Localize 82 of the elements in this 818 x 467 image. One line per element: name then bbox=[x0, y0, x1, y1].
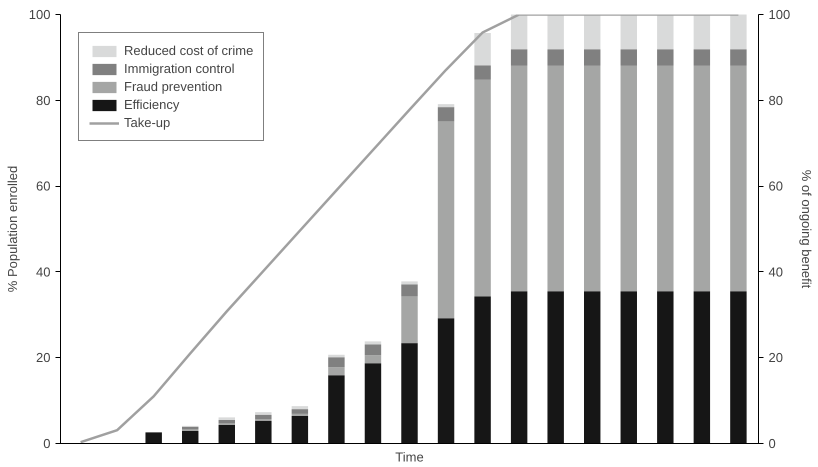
y-axis-title: % Population enrolled bbox=[4, 166, 20, 292]
bar bbox=[510, 49, 528, 66]
bar bbox=[510, 14, 528, 50]
bar bbox=[328, 354, 345, 358]
y2-tick-label: 20 bbox=[768, 350, 783, 366]
bar bbox=[620, 291, 637, 444]
bar bbox=[438, 107, 454, 122]
bar bbox=[584, 49, 600, 66]
bar bbox=[292, 409, 308, 414]
bar bbox=[620, 66, 637, 292]
y-tick-label: 80 bbox=[36, 92, 51, 108]
y2-tick-label: 40 bbox=[768, 264, 783, 280]
bar bbox=[510, 66, 528, 292]
bar bbox=[510, 291, 528, 444]
y2-tick-label: 60 bbox=[768, 178, 783, 194]
bar bbox=[218, 420, 235, 424]
y-tick-label: 60 bbox=[36, 178, 51, 194]
bar bbox=[401, 281, 418, 284]
bar bbox=[255, 420, 272, 444]
legend-label: Reduced cost of crime bbox=[124, 43, 254, 58]
bar bbox=[364, 344, 382, 356]
y2-tick-label: 0 bbox=[768, 436, 776, 451]
legend-label: Fraud prevention bbox=[124, 79, 222, 94]
y-tick-label: 40 bbox=[36, 264, 51, 280]
bar bbox=[255, 414, 272, 420]
bar bbox=[730, 66, 747, 292]
bar bbox=[584, 14, 600, 50]
bar bbox=[694, 14, 710, 50]
bar bbox=[364, 363, 382, 444]
bar bbox=[182, 426, 198, 430]
bar bbox=[657, 291, 674, 444]
bar bbox=[364, 355, 382, 364]
y2-tick-label: 100 bbox=[768, 7, 790, 22]
bar bbox=[547, 291, 564, 444]
bar bbox=[584, 66, 600, 292]
bar bbox=[694, 49, 710, 66]
bar bbox=[328, 357, 345, 368]
bar bbox=[694, 291, 710, 444]
bar bbox=[730, 291, 747, 444]
bar bbox=[364, 341, 382, 344]
bar bbox=[401, 296, 418, 344]
bar bbox=[145, 432, 162, 444]
bar bbox=[292, 416, 308, 444]
bar bbox=[255, 412, 272, 415]
bar bbox=[730, 14, 747, 50]
legend-label: Immigration control bbox=[124, 61, 235, 76]
legend-label: Efficiency bbox=[124, 97, 180, 112]
y-tick-label: 0 bbox=[43, 436, 51, 451]
bar bbox=[657, 49, 674, 66]
bar bbox=[620, 14, 637, 50]
bar bbox=[438, 318, 454, 444]
bar bbox=[401, 343, 418, 444]
bar bbox=[438, 121, 454, 318]
bar bbox=[547, 49, 564, 66]
bar bbox=[218, 417, 235, 420]
y-tick-label: 20 bbox=[36, 350, 51, 366]
bar bbox=[474, 80, 491, 296]
bar bbox=[694, 66, 710, 292]
bar bbox=[328, 375, 345, 444]
bar bbox=[730, 49, 747, 66]
bar bbox=[657, 66, 674, 292]
bar bbox=[657, 14, 674, 50]
line-series bbox=[79, 14, 740, 444]
bar bbox=[474, 32, 491, 66]
bar bbox=[547, 66, 564, 292]
bar bbox=[182, 431, 198, 444]
legend-label: Take-up bbox=[124, 115, 170, 130]
y2-axis-title: % of ongoing benefit bbox=[799, 170, 814, 289]
bar bbox=[620, 49, 637, 66]
bar bbox=[474, 296, 491, 444]
bar bbox=[218, 425, 235, 444]
bar bbox=[292, 414, 308, 416]
bar bbox=[474, 66, 491, 80]
bar bbox=[547, 14, 564, 50]
y-tick-label: 100 bbox=[28, 7, 51, 22]
bar bbox=[584, 291, 600, 444]
y2-tick-label: 80 bbox=[768, 92, 783, 108]
bar bbox=[292, 406, 308, 410]
x-axis-title: Time bbox=[395, 450, 424, 464]
bar bbox=[401, 284, 418, 296]
bar bbox=[438, 104, 454, 108]
bar bbox=[328, 367, 345, 376]
